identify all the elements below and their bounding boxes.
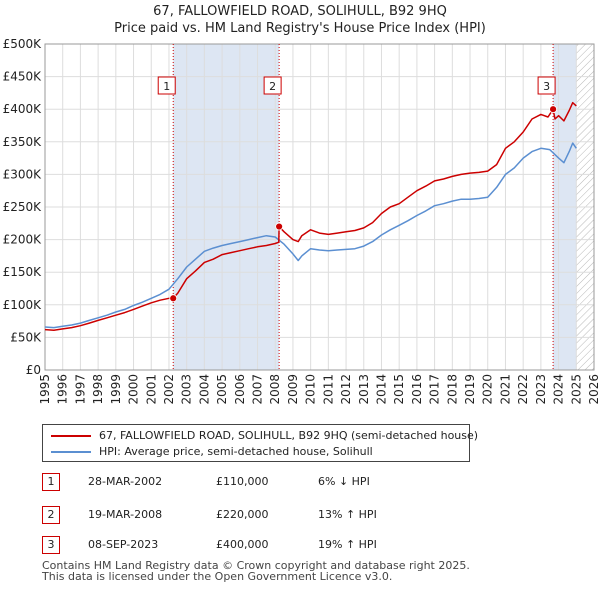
property-line-swatch <box>51 435 91 437</box>
transaction-hpi-diff: 13% ↑ HPI <box>318 508 377 521</box>
sale-marker-label: 2 <box>269 80 276 93</box>
x-tick-label: 2013 <box>357 374 371 405</box>
sale-marker-badge <box>537 76 556 95</box>
transaction-date: 19-MAR-2008 <box>88 508 163 521</box>
hpi-line-swatch <box>51 451 91 453</box>
sale-marker-badge <box>263 76 282 95</box>
x-tick-label: 2024 <box>552 374 566 405</box>
x-tick-label: 2004 <box>197 374 211 405</box>
x-tick-label: 1997 <box>73 374 87 405</box>
transaction-row: 2 19-MAR-2008 £220,000 13% ↑ HPI <box>42 505 462 525</box>
y-tick-label: £0 <box>26 363 41 377</box>
transaction-row: 3 08-SEP-2023 £400,000 19% ↑ HPI <box>42 535 462 555</box>
sale-marker-badge <box>157 76 176 95</box>
y-tick-label: £350K <box>3 135 43 149</box>
y-tick-label: £400K <box>3 102 43 116</box>
x-tick-label: 2026 <box>587 374 600 405</box>
x-tick-label: 2003 <box>180 374 194 405</box>
x-tick-label: 2005 <box>215 374 229 405</box>
x-tick-label: 2020 <box>481 374 495 405</box>
legend-label-hpi: HPI: Average price, semi-detached house,… <box>99 445 373 458</box>
x-tick-label: 2002 <box>162 374 176 405</box>
y-tick-label: £500K <box>3 37 43 51</box>
transaction-badge: 2 <box>42 506 60 524</box>
y-tick-label: £200K <box>3 233 43 247</box>
y-tick-label: £250K <box>3 200 43 214</box>
transaction-price: £110,000 <box>216 475 269 488</box>
x-tick-label: 2001 <box>144 374 158 405</box>
x-tick-label: 2025 <box>569 374 583 405</box>
chart-legend: 67, FALLOWFIELD ROAD, SOLIHULL, B92 9HQ … <box>42 424 478 462</box>
transaction-row: 1 28-MAR-2002 £110,000 6% ↓ HPI <box>42 472 462 492</box>
footer-line-2: This data is licensed under the Open Gov… <box>42 570 393 583</box>
sale-point <box>549 105 557 114</box>
x-tick-label: 1998 <box>91 374 105 405</box>
transaction-badge: 1 <box>42 473 60 491</box>
y-tick-label: £150K <box>3 265 43 279</box>
transaction-hpi-diff: 6% ↓ HPI <box>318 475 370 488</box>
transaction-date: 08-SEP-2023 <box>88 538 159 551</box>
x-tick-label: 2008 <box>268 374 282 405</box>
y-tick-label: £50K <box>10 330 42 344</box>
hpi-line <box>44 142 577 329</box>
legend-label-property: 67, FALLOWFIELD ROAD, SOLIHULL, B92 9HQ … <box>99 429 479 442</box>
x-tick-label: 1995 <box>38 374 52 405</box>
transaction-price: £220,000 <box>216 508 269 521</box>
x-tick-label: 2000 <box>127 374 141 405</box>
x-tick-label: 2009 <box>286 374 300 405</box>
transaction-date: 28-MAR-2002 <box>88 475 163 488</box>
x-tick-label: 2015 <box>392 374 406 405</box>
x-tick-label: 2021 <box>498 374 512 405</box>
x-tick-label: 2018 <box>445 374 459 405</box>
sale-marker-label: 3 <box>543 80 550 93</box>
property-price-line <box>44 101 577 331</box>
price-chart: £0 £50K £100K £150K £200K £250K £300K £350K £400… <box>3 37 600 405</box>
x-tick-label: 2016 <box>410 374 424 405</box>
footer-copyright: Contains HM Land Registry data © Crown c… <box>42 560 470 582</box>
x-tick-label: 2022 <box>516 374 530 405</box>
sale-marker-label: 1 <box>163 80 170 93</box>
x-tick-label: 2014 <box>374 374 388 405</box>
x-tick-label: 2012 <box>339 374 353 405</box>
x-tick-label: 2006 <box>233 374 247 405</box>
y-tick-label: £450K <box>3 70 43 84</box>
transaction-badge: 3 <box>42 536 60 554</box>
footer-line-1: Contains HM Land Registry data © Crown c… <box>42 559 470 572</box>
x-tick-label: 2007 <box>251 374 265 405</box>
y-tick-label: £100K <box>3 298 43 312</box>
sale-point <box>275 222 284 231</box>
transaction-hpi-diff: 19% ↑ HPI <box>318 538 377 551</box>
sale-point <box>169 294 178 303</box>
x-tick-label: 2011 <box>321 374 335 405</box>
x-tick-label: 2017 <box>428 374 442 405</box>
x-tick-label: 2019 <box>463 374 477 405</box>
y-tick-label: £300K <box>3 167 43 181</box>
x-tick-label: 2010 <box>304 374 318 405</box>
x-tick-label: 2023 <box>534 374 548 405</box>
plot-border <box>44 43 595 371</box>
x-tick-label: 1996 <box>56 374 70 405</box>
chart-title: 67, FALLOWFIELD ROAD, SOLIHULL, B92 9HQ <box>153 4 447 19</box>
x-tick-label: 1999 <box>109 374 123 405</box>
transaction-price: £400,000 <box>216 538 269 551</box>
chart-subtitle: Price paid vs. HM Land Registry's House … <box>114 21 486 36</box>
